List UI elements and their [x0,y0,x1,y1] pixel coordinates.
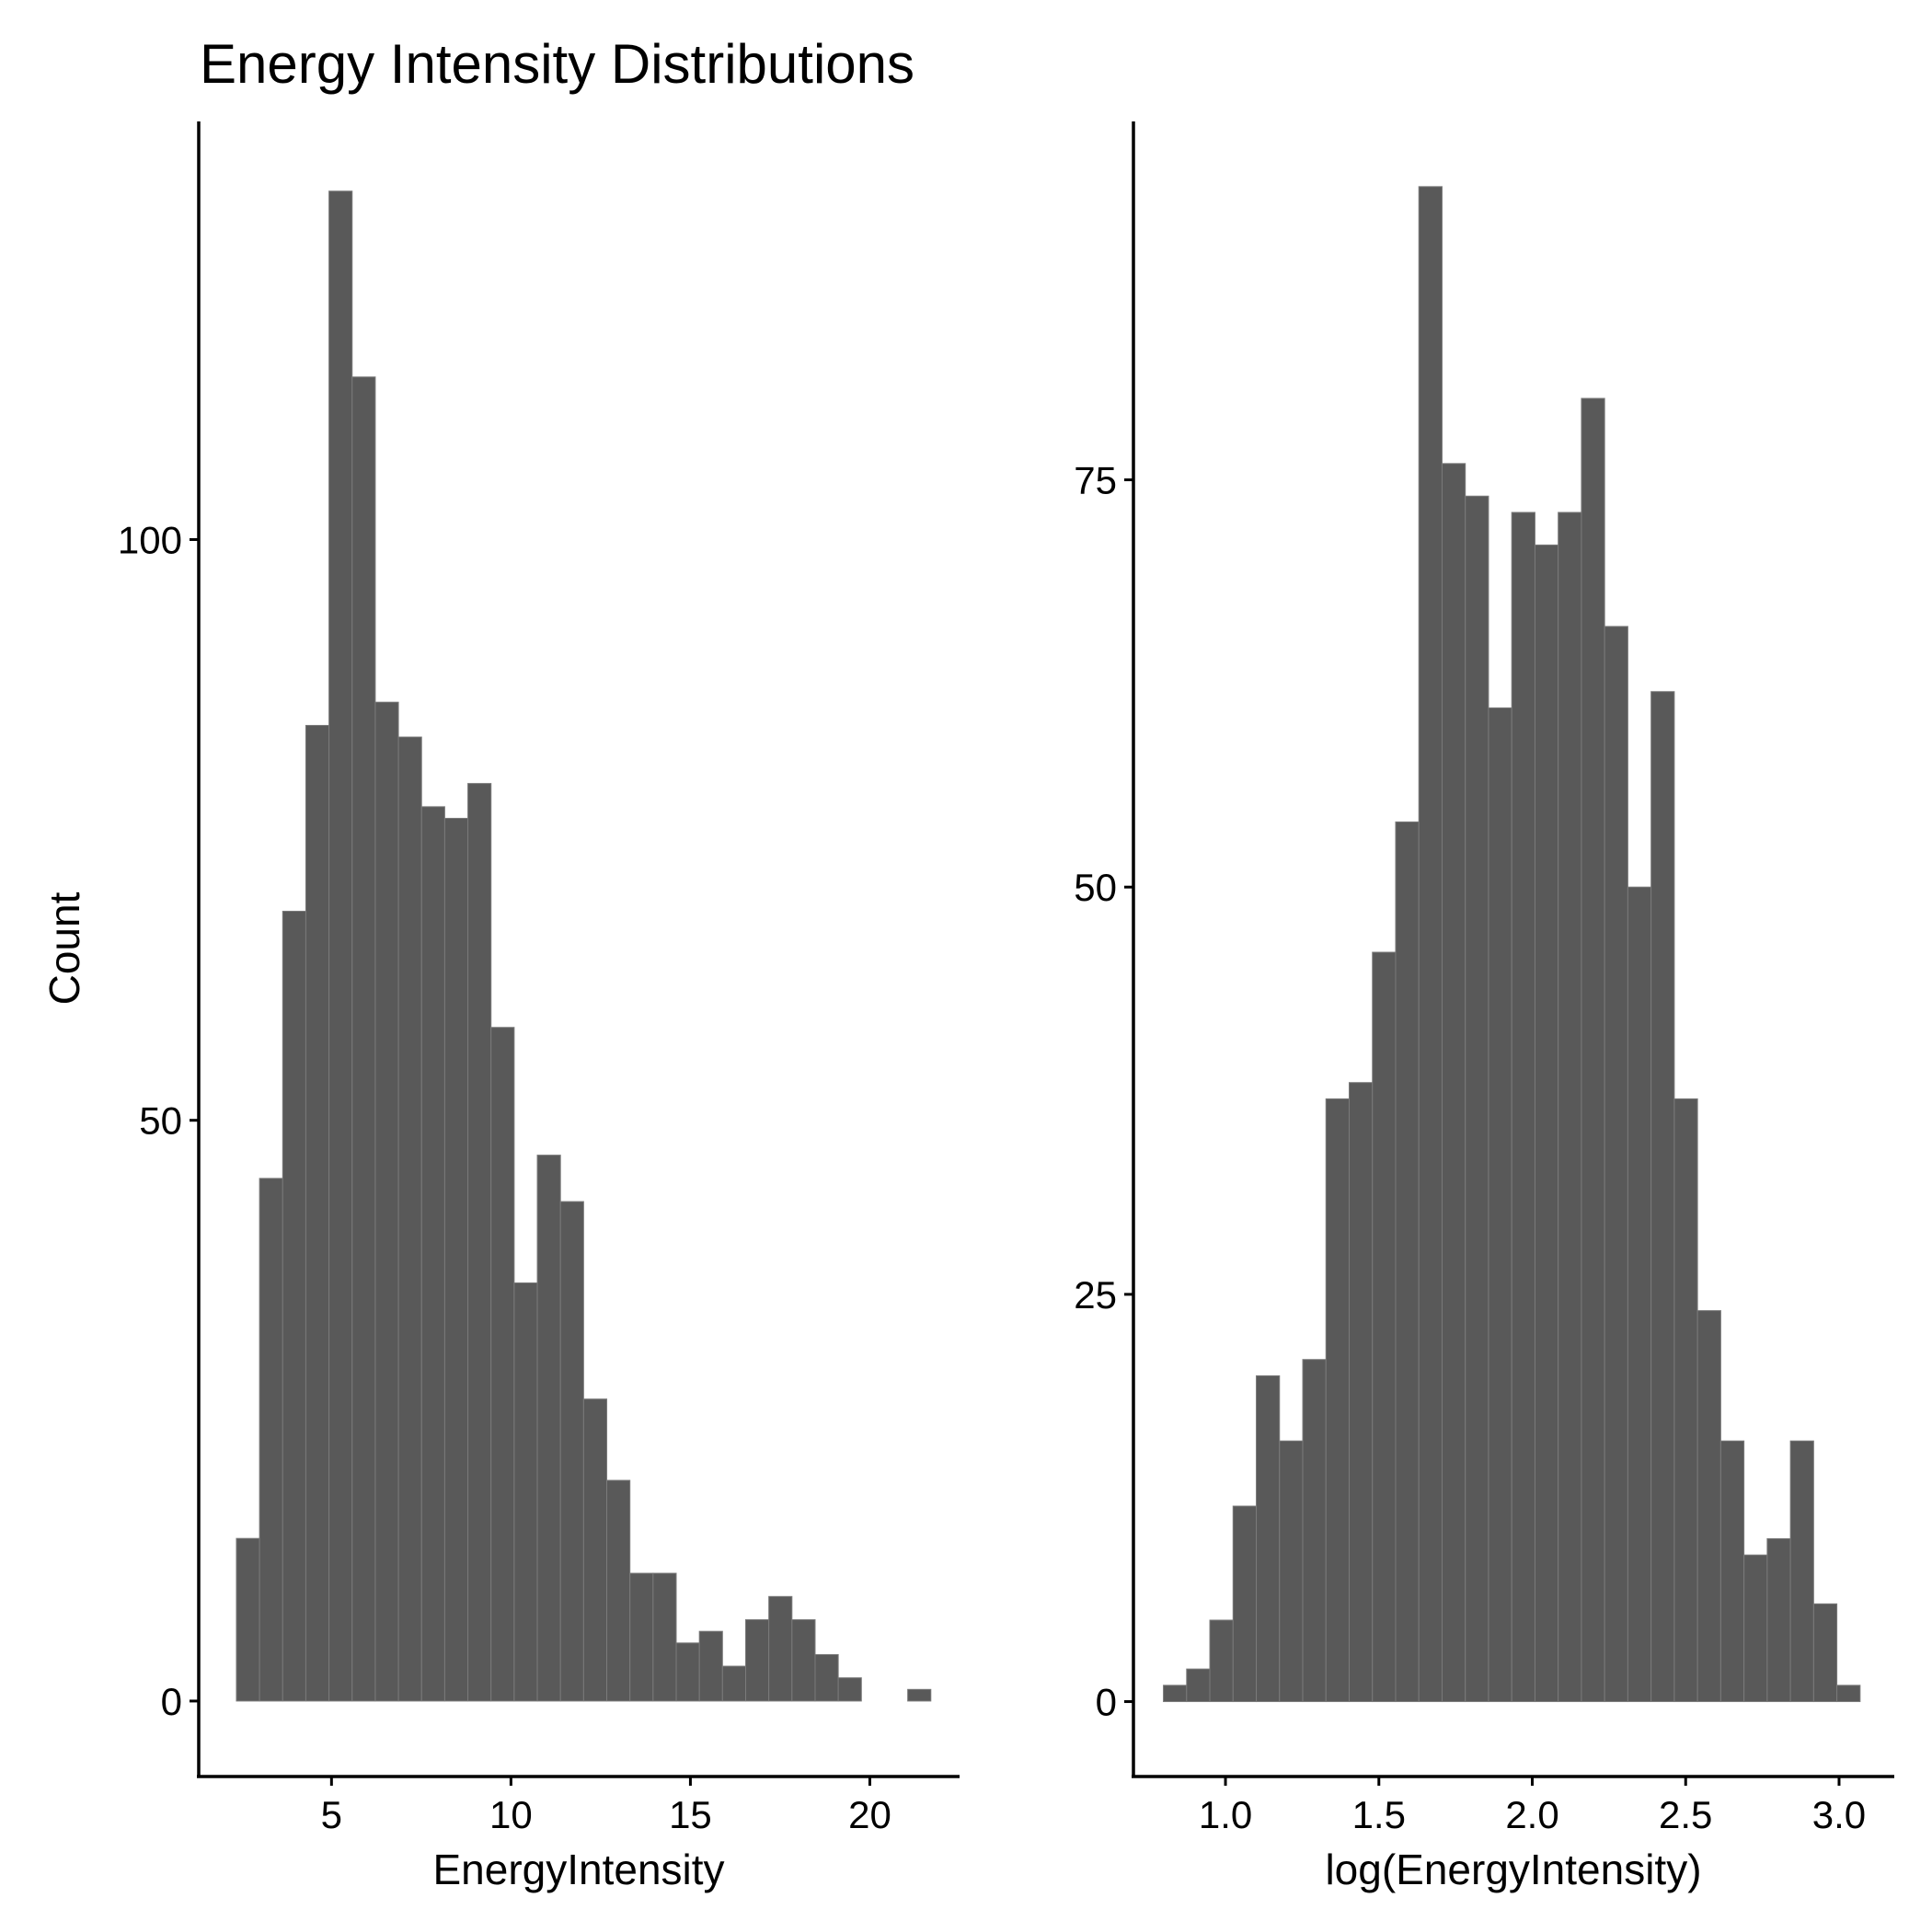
energy-intensity-bars [236,190,932,1702]
histogram-bar [1812,1603,1838,1703]
histogram-bar [236,1537,260,1702]
histogram-bar [1372,951,1397,1703]
histogram-bar [768,1595,793,1702]
y-tick-label: 50 [139,1099,182,1143]
histogram-bar [1348,1082,1374,1703]
x-tick-label: 2.0 [1505,1793,1558,1836]
histogram-bar [1696,1310,1721,1703]
x-tick-label: 15 [669,1793,712,1836]
histogram-bar [1395,821,1420,1703]
histogram-bar [1789,1440,1814,1703]
histogram-bar [1465,495,1489,1703]
x-tick-label: 3.0 [1812,1793,1866,1836]
histogram-bar [1766,1537,1791,1703]
histogram-bar [282,910,306,1702]
histogram-bar [629,1572,654,1702]
histogram-bar [328,190,353,1702]
x-tick-label: 20 [848,1793,891,1836]
histogram-bar [1418,186,1443,1703]
y-axis-ticks: 0 50 100 [118,518,199,1723]
histogram-bar [397,736,422,1702]
y-tick-label: 50 [1074,866,1117,909]
histogram-bar [559,1201,584,1702]
x-tick-label: 10 [489,1793,533,1836]
log-energy-intensity-panel: 0 25 50 75 1.0 1.5 2.0 2.5 3.0 log(EnergyIntens… [1074,121,1894,1893]
energy-intensity-panel: 0 50 100 5 10 15 20 EnergyIntensity Count [40,121,960,1893]
x-axis-ticks: 5 10 15 20 [321,1777,891,1836]
histogram-bar [420,806,445,1702]
histogram-bar [837,1677,862,1702]
x-axis-ticks: 1.0 1.5 2.0 2.5 3.0 [1199,1777,1866,1836]
histogram-bar [490,1027,515,1702]
histogram-bar [259,1178,283,1702]
x-tick-label: 2.5 [1659,1793,1712,1836]
histogram-bar [513,1282,538,1702]
histogram-bar [1581,397,1605,1703]
histogram-bar [1627,886,1652,1703]
histogram-bar [582,1398,608,1702]
x-tick-label: 1.0 [1199,1793,1252,1836]
histogram-bar [1534,544,1559,1703]
histogram-bar [1488,707,1512,1703]
histogram-bar [721,1665,747,1702]
x-axis-title: log(EnergyIntensity) [1325,1846,1701,1893]
histogram-bar [745,1619,770,1702]
histogram-bar [1232,1505,1258,1703]
histogram-bar [1163,1685,1188,1703]
x-tick-label: 5 [321,1793,342,1836]
histogram-bar [351,376,376,1702]
histogram-bar [675,1642,700,1702]
y-tick-label: 100 [118,518,182,561]
histogram-bar [1836,1685,1861,1703]
histogram-bar [1558,512,1582,1703]
histogram-bar [443,817,469,1702]
y-tick-label: 75 [1074,459,1117,502]
histogram-bar [1650,691,1675,1703]
y-axis-title: Count [40,891,88,1005]
log-energy-intensity-bars [1163,186,1861,1703]
histogram-bar [1604,626,1628,1703]
histogram-bar [1441,463,1466,1703]
chart-title: Energy Intensity Distributions [200,33,914,95]
histogram-bar [907,1688,932,1702]
histogram-bar [1511,512,1535,1703]
histogram-bar [374,701,399,1702]
histogram-bar [1673,1098,1698,1703]
x-axis-title: EnergyIntensity [432,1846,724,1893]
histogram-bar [1743,1554,1768,1703]
histogram-bar [606,1479,631,1702]
histogram-bar [1325,1098,1350,1703]
histogram-bar [305,724,330,1702]
x-tick-label: 1.5 [1352,1793,1406,1836]
histogram-bar [1256,1374,1281,1703]
histogram-bar [698,1630,723,1702]
histogram-bar [1279,1440,1304,1703]
histogram-bar [814,1653,839,1702]
histogram-bar [1719,1440,1745,1703]
histogram-bar [467,783,492,1702]
histogram-bar [1186,1668,1211,1703]
histogram-bar [652,1572,677,1702]
y-tick-label: 0 [1096,1681,1117,1724]
histogram-bar [1209,1619,1234,1703]
histogram-bar [536,1155,561,1702]
histogram-bar [1302,1359,1327,1703]
y-tick-label: 0 [161,1680,182,1723]
histogram-bar [791,1619,816,1702]
y-tick-label: 25 [1074,1273,1117,1317]
y-axis-ticks: 0 25 50 75 [1074,459,1133,1724]
